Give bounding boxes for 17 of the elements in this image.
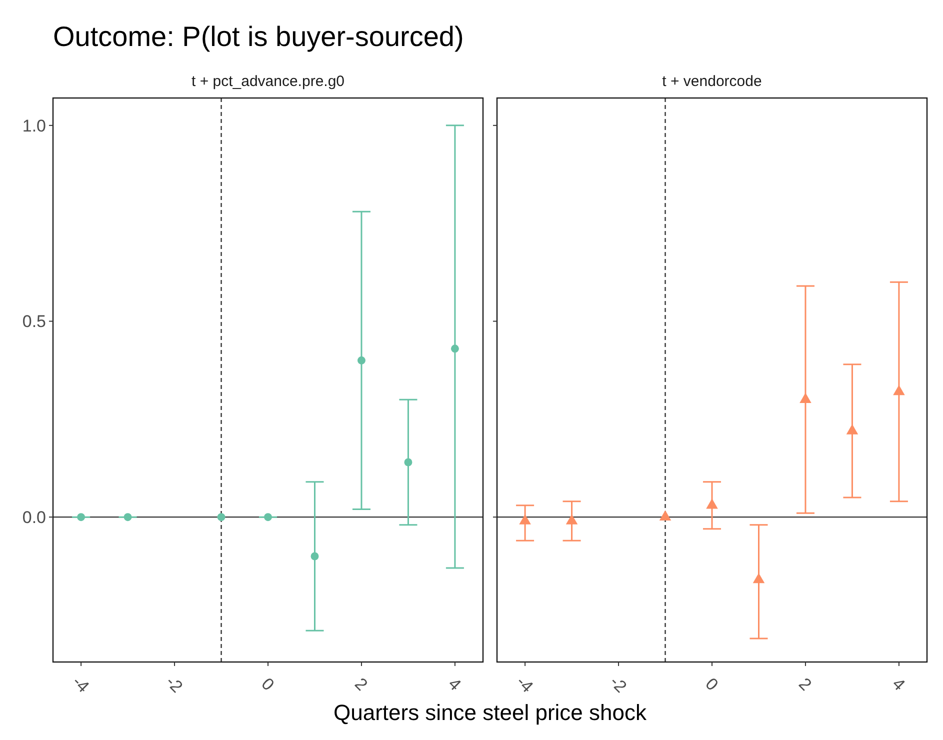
x-tick-label: 4	[888, 674, 909, 694]
y-tick-label: 0.0	[22, 508, 46, 528]
x-tick-label: -2	[606, 672, 630, 696]
y-tick-label: 0.5	[22, 312, 46, 332]
x-tick-label: -4	[512, 672, 537, 696]
x-tick-label: 0	[702, 674, 722, 694]
chart-title: Outcome: P(lot is buyer-sourced)	[53, 21, 464, 52]
x-tick-label: -2	[162, 672, 186, 696]
x-tick-label: -4	[68, 672, 93, 696]
chart-subtitle: t + pct_advance.pre.g0	[191, 73, 345, 90]
x-tick-label: 2	[795, 674, 816, 694]
x-tick-label: 2	[351, 674, 372, 694]
x-tick-label: 4	[444, 674, 465, 694]
chart-subtitle: t + vendorcode	[662, 73, 762, 90]
x-tick-label: 0	[258, 674, 278, 694]
x-axis-title: Quarters since steel price shock	[333, 700, 648, 725]
y-tick-label: 1.0	[22, 116, 46, 136]
